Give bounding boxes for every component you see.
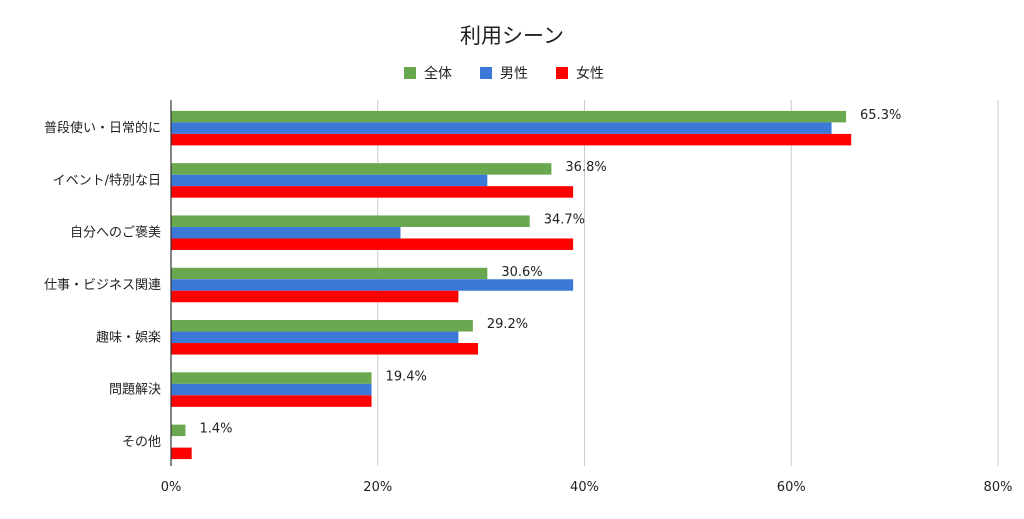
category-label-3: 仕事・ビジネス関連 [44,278,161,293]
bar-5-0 [171,372,372,384]
x-tick-labels: 0% 20% 40% 60% 80% [161,480,1013,495]
bar-0-0 [171,110,847,123]
bar-3-2 [171,290,459,303]
legend-swatch-1 [480,67,492,79]
category-label-1: イベント/特別な日 [53,173,161,188]
category-label-6: その他 [122,435,161,450]
bar-2-1 [171,226,401,239]
bar-2-2 [171,238,574,250]
legend-swatch-2 [556,67,568,79]
bar-3-1 [171,279,574,291]
bars [171,110,852,460]
category-label-0: 普段使い・日常的に [44,120,161,136]
bar-1-0 [171,163,552,175]
bar-6-0 [171,424,186,437]
x-tick-label-2: 40% [570,480,599,495]
bar-1-1 [171,174,488,187]
legend: 全体 男性 女性 [404,65,604,82]
bar-4-0 [171,320,473,332]
chart-title: 利用シーン [460,24,564,48]
x-tick-label-4: 80% [984,480,1013,495]
data-label-5: 19.4% [386,369,427,384]
x-tick-label-3: 60% [777,480,806,495]
bar-4-1 [171,331,459,344]
legend-label-0: 全体 [424,65,452,82]
bar-5-2 [171,395,372,407]
bar-0-1 [171,122,832,134]
bar-5-1 [171,383,372,396]
data-label-3: 30.6% [501,265,542,280]
category-label-5: 問題解決 [109,383,161,398]
bar-2-0 [171,215,530,227]
category-label-4: 趣味・娯楽 [96,329,161,345]
bar-0-2 [171,133,852,146]
data-label-2: 34.7% [544,212,585,227]
legend-label-2: 女性 [576,65,604,82]
data-labels: 65.3% 36.8% 34.7% 30.6% 29.2% 19.4% 1.4% [199,108,901,437]
bar-3-0 [171,267,488,280]
data-label-1: 36.8% [565,160,606,175]
legend-swatch-0 [404,67,416,79]
x-tick-label-0: 0% [161,480,182,495]
category-labels: 普段使い・日常的にイベント/特別な日自分へのご褒美仕事・ビジネス関連趣味・娯楽問… [44,120,161,450]
bar-1-2 [171,186,574,198]
bar-6-2 [171,447,192,460]
bar-4-2 [171,343,479,355]
category-label-2: 自分へのご褒美 [70,225,161,241]
data-label-4: 29.2% [487,317,528,332]
data-label-0: 65.3% [860,108,901,123]
data-label-6: 1.4% [199,422,232,437]
legend-label-1: 男性 [500,66,528,82]
x-tick-label-1: 20% [363,480,392,495]
